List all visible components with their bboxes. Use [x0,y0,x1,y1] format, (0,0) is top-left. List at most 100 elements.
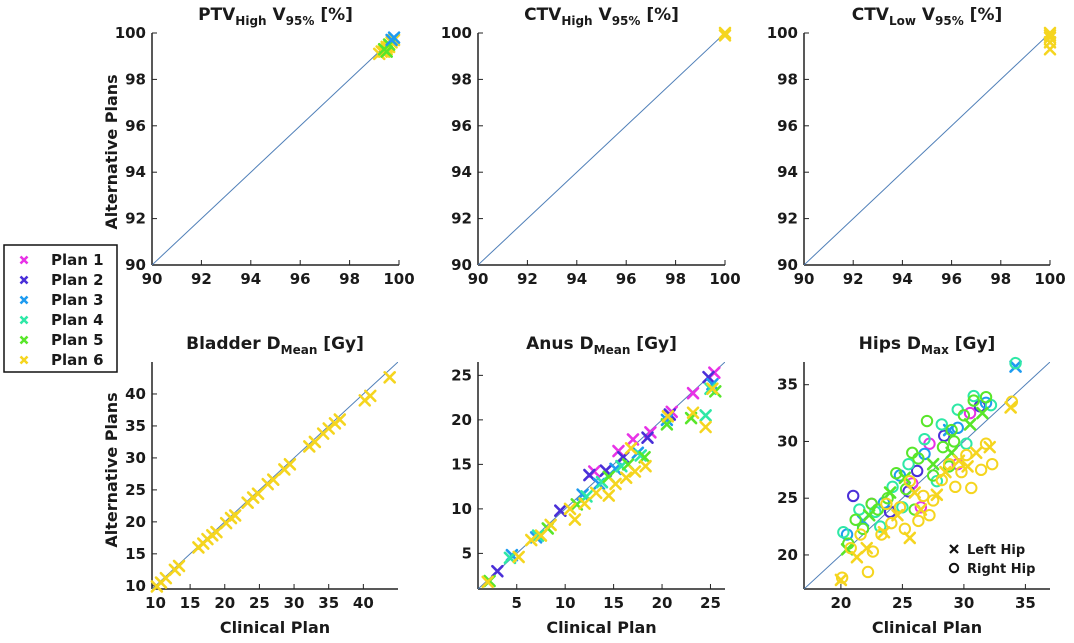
x-tick-label: 20 [214,594,235,612]
data-point [923,509,936,522]
data-point [939,465,952,479]
data-point [661,410,675,423]
y-tick-label: 90 [777,256,798,274]
data-point [172,559,186,573]
y-axis-label-bottom: Alternative Plans [102,392,121,547]
data-point [886,480,899,494]
data-point [602,489,616,502]
data-point [861,565,875,579]
data-point [377,45,391,58]
y-tick-label: 98 [777,70,798,88]
data-point [936,440,950,454]
legend-label: Plan 6 [51,351,104,369]
x-tick-label: 10 [145,594,166,612]
data-point [544,518,557,532]
x-tick-label: 100 [709,270,740,288]
y-tick-label: 100 [115,24,146,42]
legend-label: Plan 4 [51,311,104,329]
data-point [979,437,993,450]
data-point [935,418,948,431]
legend-label: Plan 1 [51,251,104,269]
y-tick-label: 20 [451,411,472,429]
data-point [960,448,973,462]
legend-marker [19,315,29,325]
data-point [660,413,674,427]
data-point [974,463,988,477]
data-point [947,435,961,448]
data-point [1043,31,1057,44]
x-tick-label: 92 [517,270,538,288]
y-tick-label: 96 [451,117,472,135]
data-point [903,531,917,545]
y-tick-label: 100 [767,24,798,42]
x-tick-label: 96 [941,270,962,288]
y-tick-label: 20 [777,546,798,564]
y-tick-label: 5 [462,544,472,562]
x-tick-label: 35 [318,594,339,612]
data-point [363,389,377,403]
legend-label: Plan 3 [51,291,104,309]
data-point [979,390,993,404]
data-point [718,29,732,42]
data-point [930,488,944,502]
x-tick-label: 35 [1015,594,1036,612]
data-point [599,464,613,477]
data-point [628,465,642,478]
data-point [624,442,638,455]
data-point [906,446,919,459]
data-point [902,457,915,471]
data-point [706,382,719,396]
x-axis-label: Clinical Plan [872,618,982,637]
data-point [531,529,545,542]
data-point [702,370,715,384]
data-point [1043,42,1057,56]
points [834,356,1022,587]
y-tick-label: 40 [125,385,146,403]
legend: Plan 1 Plan 2 Plan 3 Plan 4 Plan 5 Plan 6 [3,244,118,373]
annotation-marker [948,562,960,574]
data-point [862,508,876,522]
legend-box [3,244,118,373]
panel-title: CTVLow V95% [%] [852,5,1003,28]
data-point [283,458,297,471]
y-tick-label: 20 [125,513,146,531]
data-point [266,473,280,486]
data-point [512,550,525,564]
data-point [583,468,596,482]
x-tick-label: 30 [284,594,305,612]
data-point [837,526,850,539]
legend-label: Plan 5 [51,331,104,349]
data-point [891,508,904,522]
y-tick-label: 94 [777,163,798,181]
x-tick-label: 90 [468,270,489,288]
annotation-marker [949,544,959,554]
y-tick-label: 25 [451,366,472,384]
annotation-label: Right Hip [967,562,1035,577]
x-tick-label: 94 [240,270,261,288]
data-point [881,492,894,505]
y-axis-label-top: Alternative Plans [102,74,121,229]
points [372,31,401,61]
data-point [912,514,925,528]
data-point [568,513,582,526]
y-tick-label: 35 [125,417,146,435]
data-point [228,509,242,522]
x-tick-label: 92 [191,270,212,288]
y-tick-label: 35 [777,376,798,394]
data-point [952,454,966,468]
y-tick-label: 98 [451,70,472,88]
data-point [853,503,866,516]
data-point [967,389,980,403]
data-point [383,371,396,384]
panel-6: 20 25 30 35 20 25 30 35 Hips DMax [Gy] Clinical P… [777,334,1050,637]
data-point [957,409,971,422]
data-point [1043,26,1057,40]
y-tick-label: 30 [125,449,146,467]
data-point [1004,401,1017,414]
data-point [965,481,978,495]
data-point [1043,29,1057,42]
data-point [491,564,504,578]
points [718,26,732,42]
data-point [333,413,347,426]
data-point [844,541,857,555]
